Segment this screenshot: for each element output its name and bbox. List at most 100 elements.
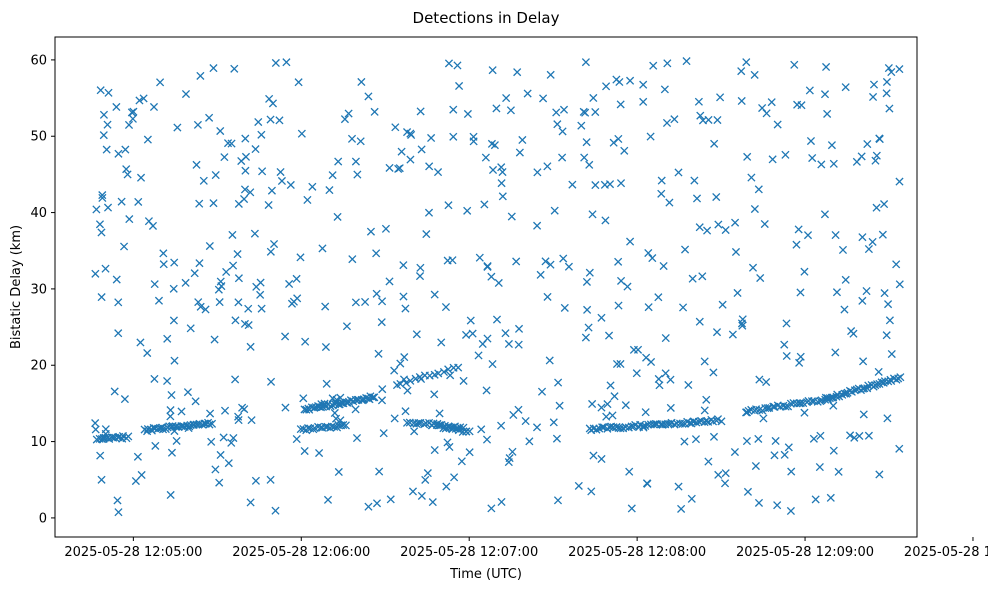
noise-detection-marker bbox=[246, 188, 255, 197]
noise-detection-marker bbox=[589, 451, 598, 460]
noise-detection-marker bbox=[614, 257, 623, 266]
noise-detection-marker bbox=[412, 330, 421, 339]
noise-detection-marker bbox=[103, 203, 113, 212]
noise-detection-marker bbox=[399, 261, 408, 270]
noise-detection-marker bbox=[101, 264, 110, 273]
noise-detection-marker bbox=[396, 359, 405, 368]
noise-detection-marker bbox=[294, 78, 303, 87]
noise-detection-marker bbox=[372, 289, 381, 298]
noise-detection-marker bbox=[497, 179, 506, 188]
noise-detection-marker bbox=[211, 465, 220, 474]
noise-detection-marker bbox=[704, 457, 713, 466]
noise-detection-marker bbox=[377, 396, 387, 405]
noise-detection-marker bbox=[481, 153, 490, 162]
noise-detection-marker bbox=[665, 198, 674, 207]
noise-detection-marker bbox=[251, 476, 260, 485]
noise-detection-marker bbox=[323, 495, 333, 504]
noise-detection-marker bbox=[241, 134, 250, 143]
noise-detection-marker bbox=[502, 94, 511, 103]
noise-detection-marker bbox=[397, 147, 406, 156]
noise-detection-marker bbox=[805, 86, 814, 95]
noise-detection-marker bbox=[211, 170, 220, 180]
noise-detection-marker bbox=[864, 245, 873, 254]
track-detection-marker bbox=[692, 418, 701, 427]
noise-detection-marker bbox=[895, 444, 904, 453]
noise-detection-marker bbox=[172, 436, 181, 445]
noise-detection-marker bbox=[222, 267, 231, 276]
noise-detection-marker bbox=[207, 437, 216, 446]
noise-detection-marker bbox=[391, 123, 400, 132]
noise-detection-marker bbox=[199, 176, 208, 185]
noise-detection-marker bbox=[102, 145, 111, 154]
noise-detection-marker bbox=[712, 328, 722, 337]
noise-detection-marker bbox=[497, 421, 506, 430]
noise-detection-marker bbox=[781, 150, 790, 159]
noise-detection-marker bbox=[443, 438, 452, 447]
noise-detection-marker bbox=[166, 406, 175, 415]
noise-detection-marker bbox=[771, 436, 780, 446]
noise-detection-marker bbox=[661, 333, 670, 343]
noise-detection-marker bbox=[328, 394, 337, 403]
noise-detection-marker bbox=[688, 274, 697, 283]
noise-detection-marker bbox=[610, 392, 619, 401]
noise-detection-marker bbox=[269, 239, 279, 249]
noise-detection-marker bbox=[800, 267, 809, 276]
noise-detection-marker bbox=[169, 316, 178, 325]
noise-detection-marker bbox=[423, 469, 432, 478]
noise-detection-marker bbox=[583, 305, 592, 314]
x-tick-label: 2025-05-28 12:09:00 bbox=[736, 545, 874, 560]
noise-detection-marker bbox=[325, 186, 334, 195]
noise-detection-marker bbox=[504, 458, 513, 467]
noise-detection-marker bbox=[320, 399, 329, 408]
noise-detection-marker bbox=[721, 225, 730, 235]
track-detection-marker bbox=[432, 421, 441, 430]
track-detection-marker bbox=[755, 405, 764, 415]
track-detection-marker bbox=[896, 373, 905, 382]
noise-detection-marker bbox=[498, 167, 507, 177]
noise-detection-marker bbox=[231, 375, 240, 384]
noise-detection-marker bbox=[541, 257, 550, 266]
noise-detection-marker bbox=[895, 65, 904, 74]
noise-detection-marker bbox=[488, 165, 498, 175]
noise-detection-marker bbox=[250, 229, 259, 238]
noise-detection-marker bbox=[169, 284, 178, 293]
y-tick-label: 20 bbox=[30, 359, 47, 374]
noise-detection-marker bbox=[150, 374, 159, 383]
track-detection-marker bbox=[832, 392, 841, 401]
noise-detection-marker bbox=[553, 496, 563, 505]
noise-detection-marker bbox=[696, 111, 705, 120]
noise-detection-marker bbox=[441, 303, 451, 312]
noise-detection-marker bbox=[612, 75, 621, 84]
noise-detection-marker bbox=[695, 223, 704, 232]
track-detection-marker bbox=[158, 425, 168, 434]
noise-detection-marker bbox=[623, 282, 632, 291]
x-tick-label: 2025-05-28 12:07:00 bbox=[400, 545, 538, 560]
noise-detection-marker bbox=[614, 134, 623, 143]
noise-detection-marker bbox=[265, 94, 274, 103]
track-detection-marker bbox=[368, 393, 377, 402]
noise-detection-marker bbox=[863, 140, 872, 149]
noise-detection-marker bbox=[497, 163, 506, 172]
noise-detection-marker bbox=[463, 206, 472, 215]
noise-detection-marker bbox=[580, 153, 589, 162]
noise-detection-marker bbox=[258, 167, 267, 176]
noise-detection-marker bbox=[803, 231, 813, 240]
noise-detection-marker bbox=[840, 305, 849, 314]
noise-detection-marker bbox=[233, 250, 242, 259]
noise-detection-marker bbox=[390, 366, 399, 375]
noise-detection-marker bbox=[216, 450, 225, 460]
noise-detection-marker bbox=[811, 495, 820, 504]
noise-detection-marker bbox=[234, 274, 243, 283]
noise-detection-marker bbox=[546, 70, 555, 79]
noise-detection-marker bbox=[754, 434, 763, 443]
noise-detection-marker bbox=[229, 261, 238, 270]
noise-detection-marker bbox=[113, 496, 122, 505]
noise-detection-marker bbox=[342, 322, 352, 331]
noise-detection-marker bbox=[875, 470, 884, 479]
noise-detection-marker bbox=[532, 423, 542, 432]
noise-detection-marker bbox=[626, 237, 635, 246]
noise-detection-marker bbox=[513, 68, 522, 77]
noise-detection-marker bbox=[666, 375, 675, 384]
noise-detection-marker bbox=[731, 247, 741, 257]
noise-detection-marker bbox=[680, 437, 689, 446]
